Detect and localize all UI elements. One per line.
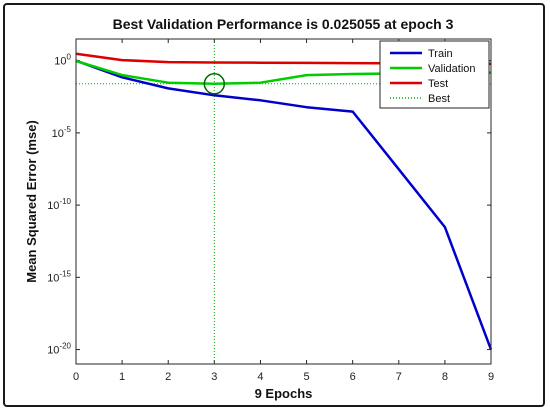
- x-tick-label: 0: [73, 371, 79, 383]
- y-tick-exponent: -10: [59, 197, 71, 206]
- chart-title: Best Validation Performance is 0.025055 …: [113, 16, 454, 32]
- x-tick-label: 3: [211, 371, 217, 383]
- y-tick-exponent: -15: [59, 269, 71, 278]
- x-tick-label: 4: [257, 371, 263, 383]
- y-tick-base: 10: [47, 272, 59, 284]
- y-tick-label: 10-15: [47, 269, 71, 284]
- x-tick-label: 5: [303, 371, 309, 383]
- x-tick-label: 8: [442, 371, 448, 383]
- y-tick-label: 10-10: [47, 197, 71, 212]
- series-line-train: [75, 59, 493, 351]
- y-tick-base: 10: [54, 56, 66, 68]
- legend-label-test: Test: [428, 78, 448, 90]
- y-tick-base: 10: [47, 345, 59, 357]
- legend-label-validation: Validation: [428, 63, 476, 75]
- y-tick-exponent: 0: [67, 53, 72, 62]
- x-tick-label: 7: [396, 371, 402, 383]
- y-tick-base: 10: [52, 128, 64, 140]
- legend-label-train: Train: [428, 48, 453, 60]
- y-tick-label: 10-5: [52, 125, 72, 140]
- y-tick-exponent: -5: [64, 125, 72, 134]
- x-tick-label: 1: [119, 371, 125, 383]
- y-tick-base: 10: [47, 200, 59, 212]
- y-tick-label: 10-20: [47, 342, 71, 357]
- y-tick-exponent: -20: [59, 342, 71, 351]
- best-point-marker: [203, 73, 226, 95]
- x-axis-label: 9 Epochs: [255, 386, 313, 401]
- y-tick-label: 100: [54, 53, 71, 68]
- plot-border: [75, 38, 492, 365]
- x-tick-label: 6: [350, 371, 356, 383]
- x-tick-label: 2: [165, 371, 171, 383]
- x-tick-label: 9: [488, 371, 494, 383]
- legend-label-best: Best: [428, 93, 450, 105]
- legend: Train Validation Test Best: [379, 40, 490, 109]
- y-axis-label: Mean Squared Error (mse): [24, 120, 39, 283]
